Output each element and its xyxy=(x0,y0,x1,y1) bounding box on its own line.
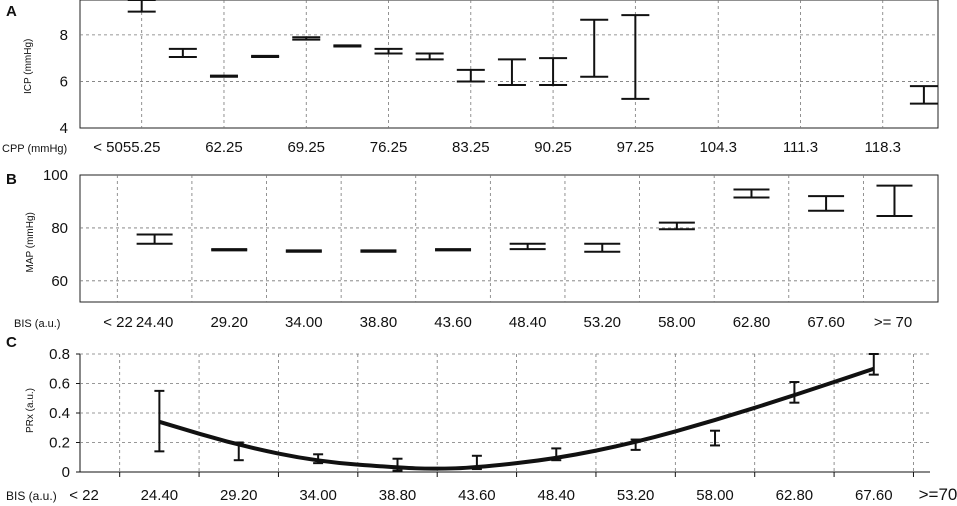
x-tick-label-c: 29.20 xyxy=(220,487,258,504)
y-tick-label-a: 4 xyxy=(60,120,68,137)
y-tick-label-c: 0.8 xyxy=(49,346,70,363)
x-tick-label-a: 76.25 xyxy=(370,139,408,156)
x-tick-label-b: 38.80 xyxy=(360,314,398,331)
y-axis-label-a: ICP (mmHg) xyxy=(23,39,34,94)
x-tick-label-b: 53.20 xyxy=(583,314,621,331)
panel-label-a: A xyxy=(6,3,17,20)
y-tick-label-a: 6 xyxy=(60,73,68,90)
x-axis-label-b: BIS (a.u.) xyxy=(14,318,60,330)
x-tick-label-b: 62.80 xyxy=(733,314,771,331)
y-tick-label-c: 0.2 xyxy=(49,435,70,452)
x-tick-label-a: 97.25 xyxy=(617,139,655,156)
x-tick-label-a: 55.25 xyxy=(123,139,161,156)
y-tick-label-c: 0.4 xyxy=(49,405,70,422)
x-tick-label-b: 24.40 xyxy=(136,314,174,331)
y-tick-label-b: 60 xyxy=(51,273,68,290)
y-axis-label-b: MAP (mmHg) xyxy=(25,212,36,272)
x-tick-label-b: 29.20 xyxy=(210,314,248,331)
plot-frame-b xyxy=(79,174,939,303)
x-tick-label-c: 53.20 xyxy=(617,487,655,504)
x-tick-label-a: 118.3 xyxy=(865,139,901,156)
x-tick-label-c: 34.00 xyxy=(299,487,337,504)
x-tick-label-c: 48.40 xyxy=(537,487,575,504)
y-tick-label-b: 80 xyxy=(51,220,68,237)
panel-b: 60 80 100 < 22 24.40 29.20 34.00 38.80 43.60 48.4… xyxy=(14,167,939,331)
panel-c: 0 0.2 0.4 0.6 0.8 < 22 24.40 29.20 34.00 38.80 43.… xyxy=(6,346,957,504)
panel-a: 4 6 8 < 50 55.25 62.25 69.25 76.25 83.25 90.25 97.… xyxy=(2,0,939,156)
x-tick-label-a: 104.3 xyxy=(699,139,737,156)
x-tick-label-a: 62.25 xyxy=(205,139,243,156)
y-axis-label-c: PRx (a.u.) xyxy=(25,388,36,433)
x-tick-label-c: >=70 xyxy=(919,485,957,504)
panel-label-c: C xyxy=(6,334,17,351)
y-tick-label-c: 0 xyxy=(62,464,70,481)
y-tick-label-c: 0.6 xyxy=(49,376,70,393)
x-tick-label-b: 34.00 xyxy=(285,314,323,331)
prx-fit-curve xyxy=(158,366,875,471)
y-tick-label-a: 8 xyxy=(60,27,68,44)
x-tick-label-a: < 50 xyxy=(93,139,123,156)
x-tick-label-c: 62.80 xyxy=(776,487,814,504)
x-tick-label-c: 24.40 xyxy=(141,487,179,504)
panel-label-b: B xyxy=(6,171,17,188)
x-tick-label-a: 83.25 xyxy=(452,139,490,156)
x-axis-label-c: BIS (a.u.) xyxy=(6,489,57,503)
x-tick-label-b: 58.00 xyxy=(658,314,696,331)
x-tick-label-c: 67.60 xyxy=(855,487,893,504)
plot-frame-a xyxy=(79,0,939,129)
x-tick-label-b: < 22 xyxy=(103,314,133,331)
x-tick-label-b: 43.60 xyxy=(434,314,472,331)
x-axis-label-a: CPP (mmHg) xyxy=(2,143,67,155)
x-tick-label-b: >= 70 xyxy=(874,314,912,331)
x-tick-label-a: 111.3 xyxy=(783,139,818,156)
x-tick-label-a: 69.25 xyxy=(287,139,325,156)
y-tick-label-b: 100 xyxy=(43,167,68,184)
x-tick-label-c: 43.60 xyxy=(458,487,496,504)
x-tick-label-b: 48.40 xyxy=(509,314,547,331)
x-tick-label-a: 90.25 xyxy=(534,139,572,156)
x-tick-label-c: < 22 xyxy=(69,487,99,504)
x-tick-label-c: 58.00 xyxy=(696,487,734,504)
x-tick-label-c: 38.80 xyxy=(379,487,417,504)
x-tick-label-b: 67.60 xyxy=(807,314,845,331)
